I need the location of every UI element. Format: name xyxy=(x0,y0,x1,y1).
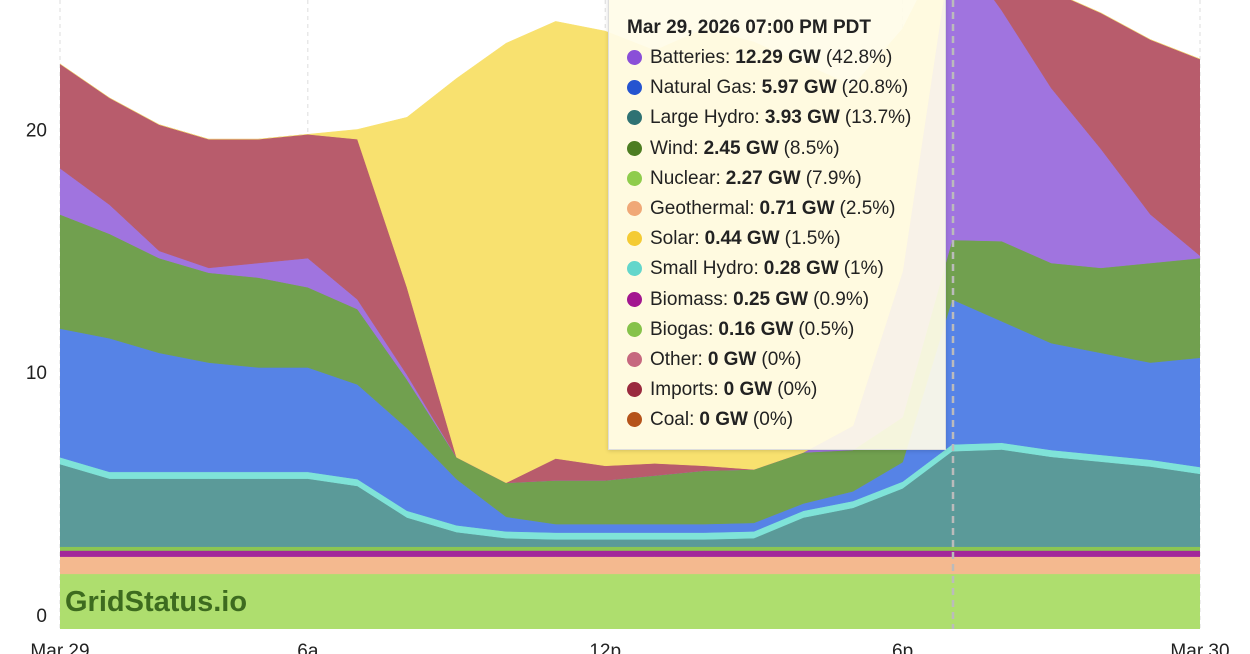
area xyxy=(60,550,1200,557)
tooltip-value: 0 GW xyxy=(723,379,773,401)
tooltip-row: Wind: 2.45 GW (8.5%) xyxy=(627,134,945,164)
tooltip-label: Natural Gas: xyxy=(650,77,757,99)
tooltip-row: Biogas: 0.16 GW (0.5%) xyxy=(627,315,945,345)
tooltip-label: Biogas: xyxy=(650,318,714,340)
legend-dot xyxy=(627,382,642,398)
tooltip-row: Solar: 0.44 GW (1.5%) xyxy=(627,224,945,254)
tooltip-share: (2.5%) xyxy=(839,197,896,219)
legend-dot xyxy=(627,170,642,186)
tooltip-row: Imports: 0 GW (0%) xyxy=(627,375,945,405)
x-tick-label: Mar 30 xyxy=(1170,641,1229,654)
legend-dot xyxy=(627,50,642,65)
tooltip-share: (8.5%) xyxy=(783,137,840,159)
tooltip-value: 0 GW xyxy=(707,348,757,370)
tooltip-value: 0.25 GW xyxy=(733,288,809,310)
tooltip-row: Biomass: 0.25 GW (0.9%) xyxy=(627,285,945,315)
legend-dot xyxy=(627,231,642,247)
legend-dot xyxy=(627,412,642,428)
tooltip-share: (0.9%) xyxy=(813,288,870,310)
tooltip-share: (42.8%) xyxy=(825,47,893,68)
tooltip: Mar 29, 2026 07:00 PM PDT Batteries: 12.2… xyxy=(608,0,946,450)
tooltip-label: Geothermal: xyxy=(650,197,755,219)
x-tick-label: 6a xyxy=(297,641,319,654)
tooltip-label: Biomass: xyxy=(650,288,729,310)
area xyxy=(60,556,1200,575)
tooltip-share: (0.5%) xyxy=(798,318,855,340)
watermark: GridStatus.io xyxy=(65,586,248,618)
tooltip-label: Wind: xyxy=(650,137,699,159)
tooltip-value: 0.16 GW xyxy=(718,318,794,340)
tooltip-row: Large Hydro: 3.93 GW (13.7%) xyxy=(627,103,945,133)
tooltip-row: Small Hydro: 0.28 GW (1%) xyxy=(627,254,945,284)
tooltip-value: 0.44 GW xyxy=(704,228,780,250)
legend-dot xyxy=(627,80,642,96)
legend-dot xyxy=(627,110,642,126)
tooltip-label: Small Hydro: xyxy=(650,258,759,280)
tooltip-share: (20.8%) xyxy=(841,77,909,99)
legend-dot xyxy=(627,351,642,367)
y-tick-label: 10 xyxy=(26,363,47,384)
x-tick-label: 12p xyxy=(589,641,621,654)
y-tick-label: 20 xyxy=(26,120,47,141)
tooltip-share: (1.5%) xyxy=(784,228,841,250)
area xyxy=(60,546,1200,551)
tooltip-row: Other: 0 GW (0%) xyxy=(627,345,945,375)
tooltip-share: (13.7%) xyxy=(844,107,912,129)
tooltip-value: 3.93 GW xyxy=(764,107,840,129)
tooltip-label: Nuclear: xyxy=(650,167,721,189)
tooltip-share: (1%) xyxy=(843,258,884,280)
tooltip-share: (0%) xyxy=(761,348,802,370)
tooltip-label: Imports: xyxy=(650,379,719,401)
tooltip-value: 0.71 GW xyxy=(759,197,835,219)
legend-dot xyxy=(627,140,642,156)
tooltip-value: 0 GW xyxy=(699,409,748,431)
tooltip-title: Mar 29, 2026 07:00 PM PDT xyxy=(627,17,871,38)
tooltip-value: 12.29 GW xyxy=(735,47,821,68)
tooltip-value: 0.28 GW xyxy=(763,258,839,280)
tooltip-share: (0%) xyxy=(777,379,818,401)
tooltip-row: Geothermal: 0.71 GW (2.5%) xyxy=(627,194,945,224)
tooltip-value: 2.45 GW xyxy=(703,137,779,159)
tooltip-label: Other: xyxy=(650,348,703,370)
tooltip-value: 2.27 GW xyxy=(725,167,801,189)
tooltip-share: (0%) xyxy=(752,409,794,431)
legend-dot xyxy=(627,200,642,216)
tooltip-row: Coal: 0 GW (0%) xyxy=(627,405,945,435)
tooltip-label: Batteries: xyxy=(650,47,731,68)
axis-labels: Mar 29 6a 12p 6p Mar 30 0 10 20 xyxy=(26,120,1230,654)
tooltip-share: (7.9%) xyxy=(805,167,862,189)
tooltip-label: Coal: xyxy=(650,409,695,431)
x-tick-label: Mar 29 xyxy=(30,641,89,654)
tooltip-value: 5.97 GW xyxy=(761,77,837,99)
x-tick-label: 6p xyxy=(892,641,913,654)
tooltip-row: Batteries: 12.29 GW (42.8%) xyxy=(627,43,945,73)
tooltip-label: Large Hydro: xyxy=(650,107,760,129)
legend-dot xyxy=(627,321,642,337)
tooltip-row: Nuclear: 2.27 GW (7.9%) xyxy=(627,164,945,194)
legend-dot xyxy=(627,261,642,277)
legend-dot xyxy=(627,291,642,307)
y-tick-label: 0 xyxy=(36,606,47,627)
tooltip-row: Natural Gas: 5.97 GW (20.8%) xyxy=(627,73,945,103)
tooltip-label: Solar: xyxy=(650,228,700,250)
